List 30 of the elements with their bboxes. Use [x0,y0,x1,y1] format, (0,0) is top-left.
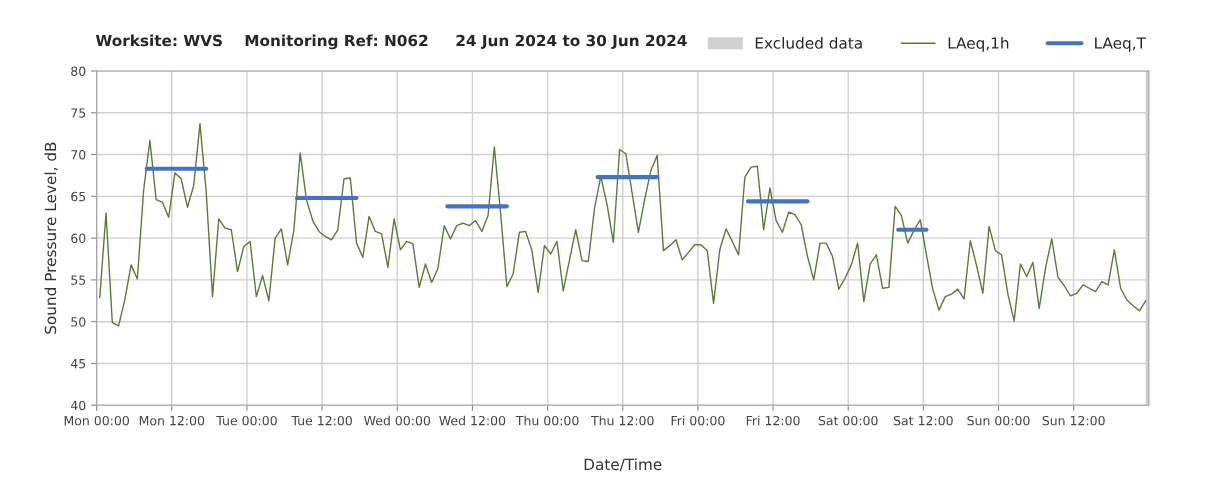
x-tick-label: Sat 12:00 [893,415,953,426]
x-tick-label: Thu 00:00 [515,415,579,426]
y-tick-label: 80 [71,66,86,76]
legend-label: LAeq,1h [948,36,1009,52]
x-tick-label: Fri 00:00 [671,415,725,426]
chart-title: Worksite: WVS Monitoring Ref: N062 24 Jun 2024 to 30 Jun 2024 [95,34,687,50]
line-series [99,122,1147,327]
y-tick-label: 45 [70,359,86,369]
x-tick-label: Wed 00:00 [364,415,431,426]
x-tick-label: Fri 12:00 [746,415,800,426]
y-tick-label: 50 [71,317,86,327]
x-tick-label: Mon 12:00 [139,415,205,426]
x-tick-label: Wed 12:00 [439,415,506,426]
y-tick-label: 60 [71,233,86,244]
x-tick-label: Sat 00:00 [818,415,878,426]
x-axis-title: Date/Time [584,458,662,472]
y-tick-label: 75 [71,108,86,118]
x-tick-label: Tue 00:00 [216,415,277,426]
y-tick-label: 40 [70,400,86,411]
y-tick-label: 55 [71,275,86,285]
legend-label: LAeq,T [1095,37,1146,52]
x-tick-label: Tue 12:00 [291,415,352,426]
x-tick-label: Mon 00:00 [64,415,129,426]
y-tick-label: 70 [71,150,86,160]
legend-label: Excluded data [755,36,862,49]
y-tick-label: 65 [71,191,86,202]
x-tick-label: Thu 12:00 [590,415,654,426]
y-axis-title: Sound Pressure Level, dB [44,142,58,334]
x-tick-label: Sun 12:00 [1042,415,1105,426]
x-tick-label: Sun 00:00 [967,415,1030,426]
